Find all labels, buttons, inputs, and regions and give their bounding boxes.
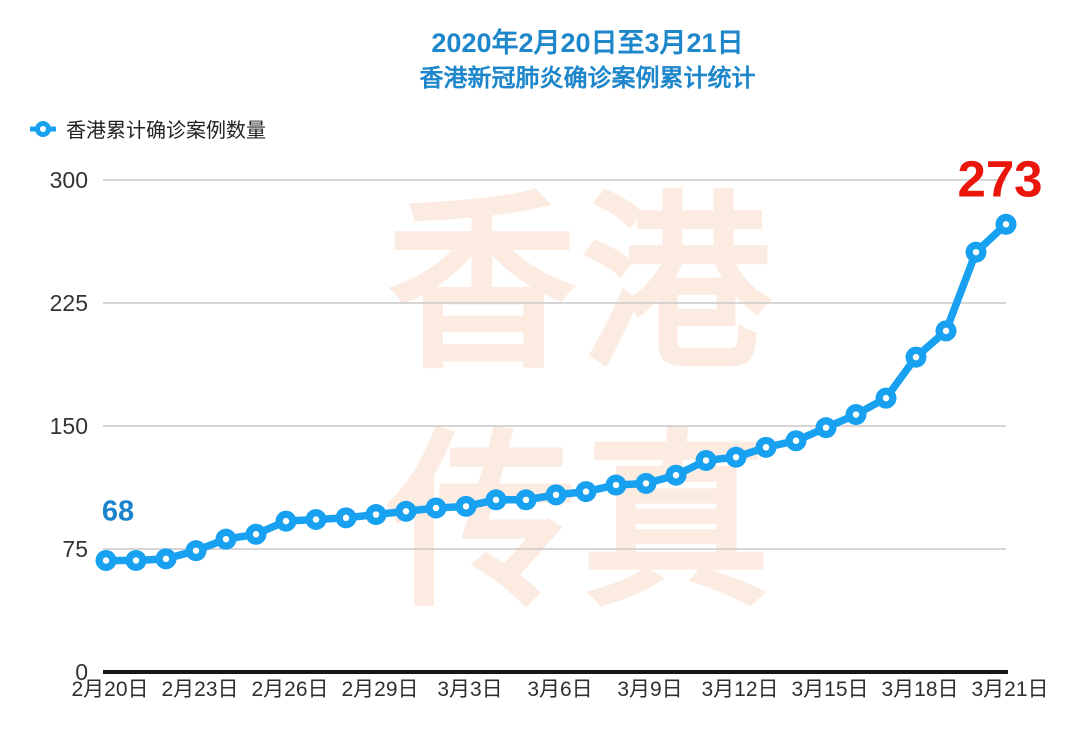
y-tick-label: 0 bbox=[75, 659, 88, 685]
x-tick-label: 3月18日 bbox=[881, 678, 958, 701]
watermark-line-1: 香港 bbox=[387, 179, 776, 391]
x-tick-label: 3月12日 bbox=[701, 678, 778, 701]
point-value-label: 273 bbox=[957, 150, 1042, 207]
title-block: 2020年2月20日至3月21日 香港新冠肺炎确诊案例累计统计 bbox=[95, 26, 1080, 95]
y-tick-label: 300 bbox=[50, 167, 88, 193]
data-point-center bbox=[342, 514, 350, 522]
x-tick-label: 3月21日 bbox=[971, 678, 1048, 701]
data-point-center bbox=[882, 394, 890, 402]
x-tick-label: 3月15日 bbox=[791, 678, 868, 701]
y-tick-label: 225 bbox=[50, 290, 88, 316]
y-tick-label: 75 bbox=[62, 536, 88, 562]
x-tick-label: 3月9日 bbox=[617, 678, 682, 701]
x-tick-label: 2月23日 bbox=[161, 678, 238, 701]
data-point-center bbox=[462, 503, 470, 510]
data-point-center bbox=[732, 453, 740, 461]
data-point-center bbox=[972, 248, 980, 256]
data-point-center bbox=[222, 535, 230, 543]
data-point-center bbox=[402, 508, 410, 515]
chart-subtitle: 香港新冠肺炎确诊案例累计统计 bbox=[419, 65, 756, 92]
data-point-center bbox=[282, 517, 290, 525]
data-point-center bbox=[792, 437, 800, 444]
data-point-center bbox=[942, 327, 950, 335]
x-tick-label: 2月20日 bbox=[71, 678, 148, 701]
data-point-center bbox=[642, 480, 650, 487]
x-tick-label: 3月3日 bbox=[437, 678, 502, 701]
data-point-center bbox=[132, 557, 140, 564]
data-point-center bbox=[1002, 221, 1010, 228]
data-point-center bbox=[192, 547, 200, 554]
data-point-center bbox=[582, 488, 590, 495]
chart-title: 2020年2月20日至3月21日 bbox=[431, 28, 744, 58]
data-point-center bbox=[522, 496, 530, 503]
data-point-center bbox=[702, 457, 710, 464]
data-point-center bbox=[822, 424, 830, 431]
series-line bbox=[102, 220, 1010, 565]
data-point-center bbox=[492, 496, 500, 503]
data-point-center bbox=[312, 516, 320, 523]
legend-marker-icon bbox=[30, 120, 56, 137]
data-point-center bbox=[552, 491, 560, 499]
data-point-center bbox=[162, 555, 170, 563]
data-point-center bbox=[372, 511, 380, 518]
data-point-center bbox=[762, 444, 770, 451]
data-point-center bbox=[672, 472, 680, 479]
legend-label: 香港累计确诊案例数量 bbox=[66, 120, 266, 142]
y-tick-label: 150 bbox=[50, 413, 88, 439]
point-value-label: 68 bbox=[102, 495, 134, 527]
x-tick-label: 3月6日 bbox=[527, 678, 592, 701]
x-tick-label: 2月29日 bbox=[341, 678, 418, 701]
data-point-center bbox=[852, 411, 860, 418]
data-point-center bbox=[612, 481, 620, 489]
data-point-center bbox=[912, 353, 920, 361]
legend: 香港累计确诊案例数量 bbox=[30, 114, 266, 143]
data-point-center bbox=[102, 557, 110, 564]
x-tick-label: 2月26日 bbox=[251, 678, 328, 701]
data-point-center bbox=[432, 504, 440, 512]
data-point-center bbox=[252, 531, 260, 538]
